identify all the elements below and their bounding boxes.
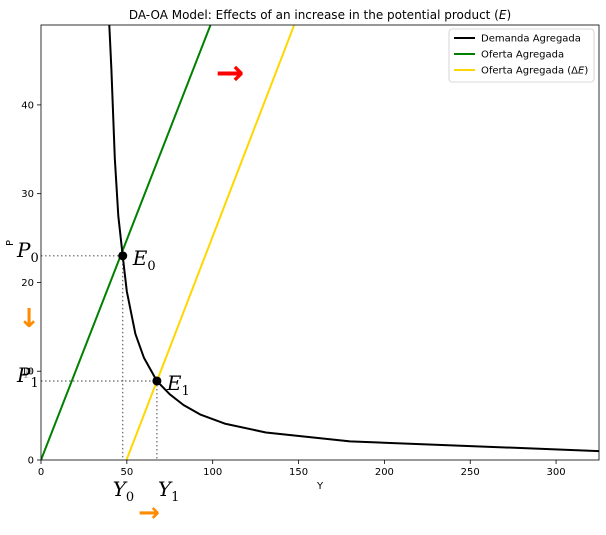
y-axis: 0 10 20 30 40: [21, 100, 41, 467]
y-tick-label: 40: [21, 100, 34, 111]
red-right-arrow-icon: →: [216, 53, 245, 93]
legend-box: [448, 28, 595, 83]
x-tick-label: 150: [289, 467, 308, 478]
axis-annotation-y0: Y0: [113, 477, 134, 505]
y-tick-label: 20: [21, 278, 34, 289]
equilibrium-point-1: [152, 376, 162, 386]
axis-annotation-y1: Y1: [158, 477, 179, 505]
y-tick-label: 30: [21, 189, 34, 200]
x-tick-label: 100: [203, 467, 222, 478]
x-tick-label: 200: [375, 467, 394, 478]
chart-title-main: DA-OA Model: Effects of an increase in t…: [129, 8, 499, 22]
y-tick-label: 0: [28, 456, 34, 467]
svg-text:DA-OA Model: Effects of an inc: DA-OA Model: Effects of an increase in t…: [129, 8, 511, 22]
y-tick-label: 10: [21, 367, 34, 378]
axis-annotation-p1-shadow: P: [23, 367, 33, 382]
series-oferta-agregada-line: [41, 25, 212, 460]
series-demanda-agregada-line: [108, 25, 599, 453]
y-axis-label: P: [5, 240, 16, 246]
axis-annotation-p1: P1: [16, 363, 39, 391]
equilibrium-label-1: E1: [166, 371, 190, 399]
series-oferta-agregada-legend-label: Oferta Agregada: [481, 50, 564, 61]
x-axis: 0 50 100 150 200 250 300: [38, 460, 566, 478]
chart-title-var: E: [499, 8, 507, 22]
plot-area: [41, 25, 599, 460]
orange-right-arrow-icon: →: [138, 498, 160, 528]
axis-annotation-p0: P0: [16, 238, 39, 266]
annotations: E0 E1 P0 P1 Y0 Y1 P → ↓ →: [16, 53, 244, 528]
series-oferta-agregada-delta-legend-label: Oferta Agregada (ΔE): [481, 66, 588, 77]
x-tick-label: 0: [38, 467, 44, 478]
orange-down-arrow-icon: ↓: [18, 304, 40, 334]
series-oferta-agregada-delta-line: [125, 25, 296, 460]
x-tick-label: 50: [120, 467, 133, 478]
plot-frame: [40, 24, 600, 461]
equilibrium-label-0: E0: [132, 246, 156, 274]
series-demanda-agregada-legend-label: Demanda Agregada: [481, 34, 581, 45]
x-axis-label: Y: [316, 481, 324, 492]
equilibrium-point-0: [118, 251, 128, 261]
x-tick-label: 250: [461, 467, 480, 478]
legend: Demanda Agregada Oferta Agregada Oferta Ag…: [448, 28, 595, 83]
x-tick-label: 300: [547, 467, 566, 478]
chart-title: DA-OA Model: Effects of an increase in t…: [129, 8, 511, 22]
chart-title-end: ): [506, 8, 511, 22]
